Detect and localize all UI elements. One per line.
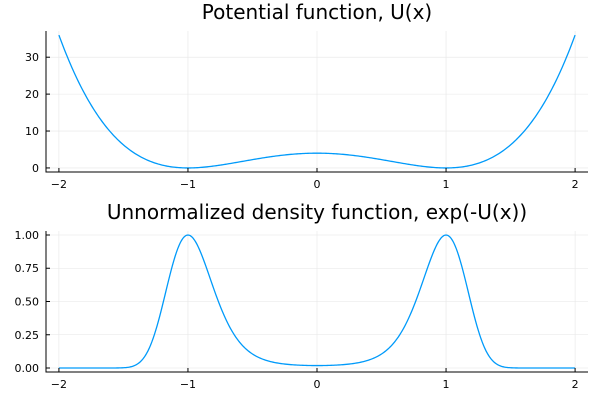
potential-y-tick-label: 30 — [25, 51, 39, 64]
potential-x-tick-label: 2 — [572, 178, 579, 191]
density-y-tick-label: 0.75 — [15, 262, 40, 275]
density-y-tick-label: 1.00 — [15, 229, 40, 242]
density-y-tick-label: 0.50 — [15, 296, 40, 309]
density-y-tick-label: 0.00 — [15, 362, 40, 375]
potential-curve — [58, 34, 576, 169]
potential-title: Potential function, U(x) — [202, 0, 432, 24]
density-x-ticks: −2 −1 0 1 2 — [51, 368, 579, 391]
density-x-tick-label: 2 — [572, 378, 579, 391]
potential-y-tick-label: 20 — [25, 88, 39, 101]
density-x-tick-label: 1 — [443, 378, 450, 391]
potential-x-tick-label: −1 — [180, 178, 196, 191]
density-curve — [58, 234, 576, 369]
potential-grid — [46, 31, 588, 172]
density-grid — [46, 231, 588, 372]
density-plot: Unnormalized density function, exp(-U(x)… — [15, 200, 588, 391]
density-title: Unnormalized density function, exp(-U(x)… — [107, 200, 527, 224]
density-x-tick-label: 0 — [314, 378, 321, 391]
potential-x-ticks: −2 −1 0 1 2 — [51, 168, 579, 191]
potential-axis-lines — [45, 31, 588, 173]
potential-x-tick-label: 0 — [314, 178, 321, 191]
potential-x-tick-label: −2 — [51, 178, 67, 191]
potential-plot: Potential function, U(x) 0 10 20 30 −2 −1 0 1 2 — [25, 0, 588, 191]
potential-y-ticks: 0 10 20 30 — [25, 51, 50, 175]
density-x-tick-label: −1 — [180, 378, 196, 391]
density-axis-lines — [45, 231, 588, 373]
density-y-tick-label: 0.25 — [15, 329, 40, 342]
potential-x-tick-label: 1 — [443, 178, 450, 191]
density-x-tick-label: −2 — [51, 378, 67, 391]
density-y-ticks: 0.00 0.25 0.50 0.75 1.00 — [15, 229, 50, 375]
density-axes — [45, 231, 588, 373]
potential-y-tick-label: 10 — [25, 125, 39, 138]
potential-axes — [45, 31, 588, 173]
potential-y-tick-label: 0 — [32, 162, 39, 175]
